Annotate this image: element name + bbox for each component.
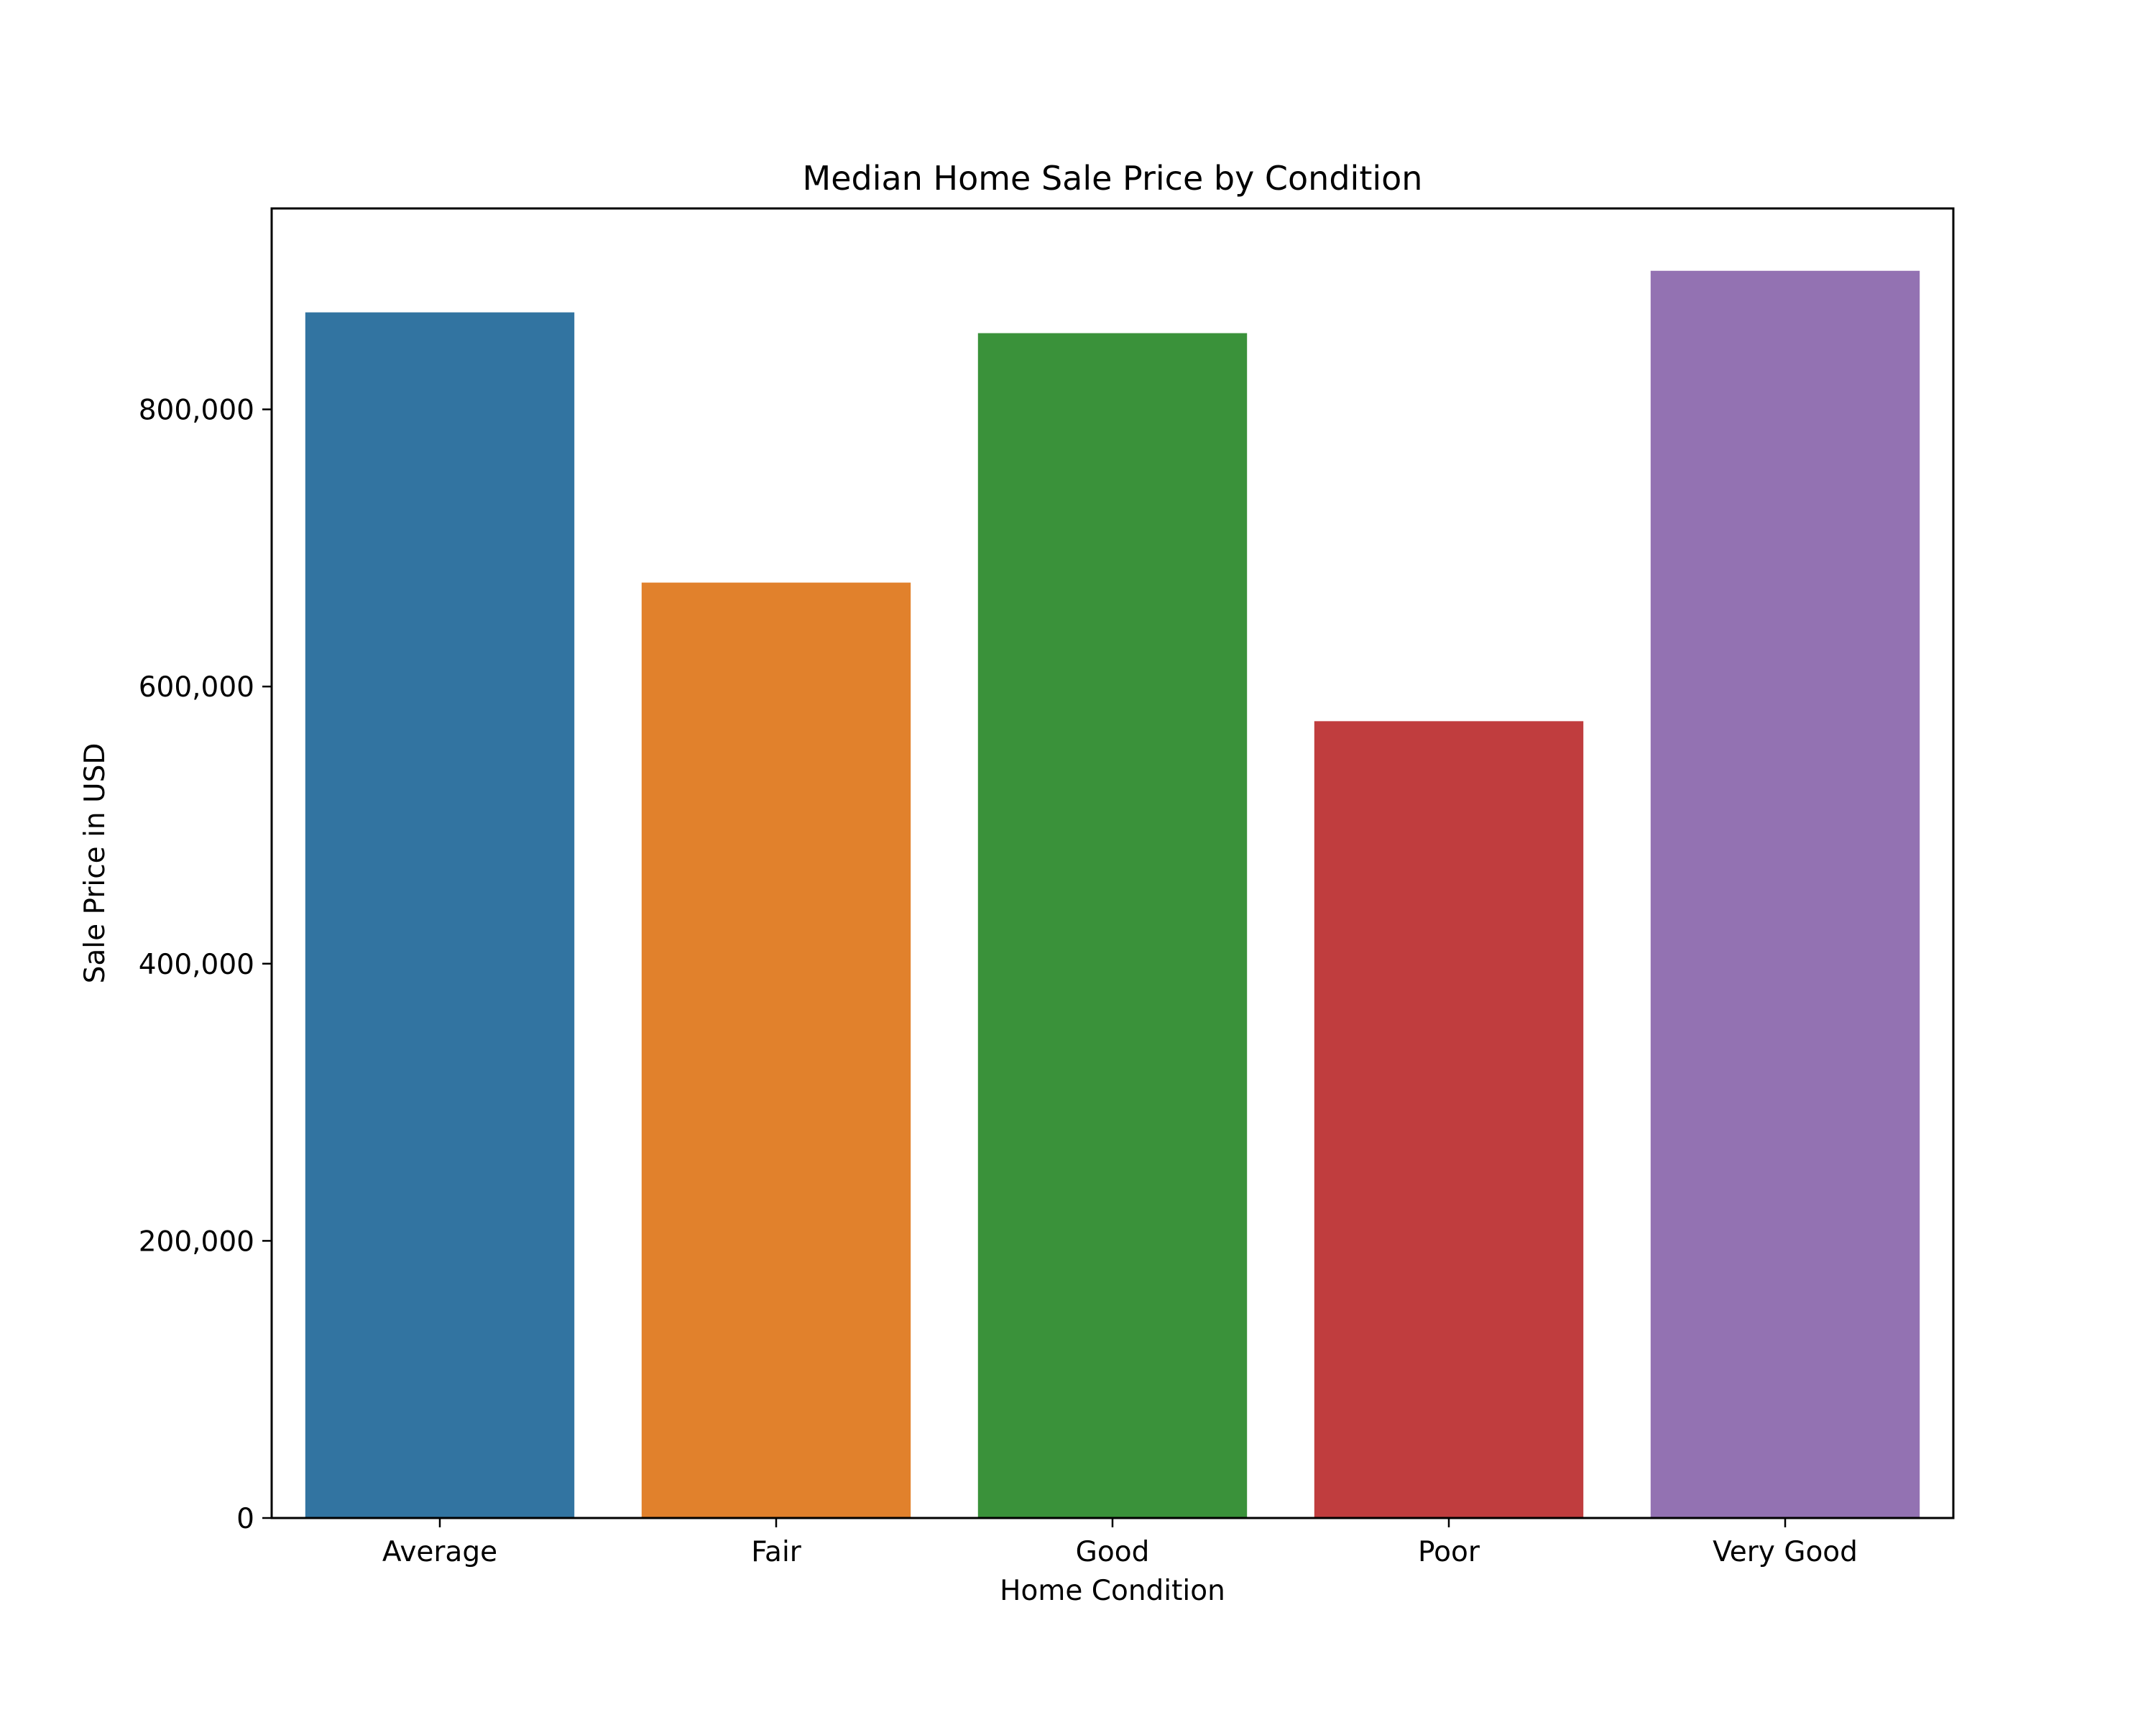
plot-area-frame — [270, 207, 1955, 1519]
chart-title: Median Home Sale Price by Condition — [803, 159, 1423, 198]
y-tick-label: 600,000 — [139, 671, 254, 704]
y-tick-label: 200,000 — [139, 1225, 254, 1258]
y-tick-label: 400,000 — [139, 949, 254, 981]
x-tick-label: Poor — [1418, 1536, 1480, 1568]
x-tick-label: Very Good — [1713, 1536, 1858, 1568]
bars-group — [305, 270, 1920, 1519]
y-tick-label: 800,000 — [139, 395, 254, 427]
x-tick-label: Fair — [751, 1536, 802, 1568]
bar-very-good — [1650, 270, 1920, 1518]
bar-fair — [641, 582, 911, 1518]
x-axis-label: Home Condition — [1000, 1575, 1225, 1607]
bar-poor — [1314, 721, 1584, 1518]
x-axis-ticks: Average Fair Good Poor Very Good — [382, 1518, 1858, 1568]
bar-average — [305, 312, 575, 1519]
bar-good — [977, 333, 1248, 1518]
x-tick-label: Good — [1076, 1536, 1150, 1568]
y-axis-label: Sale Price in USD — [79, 743, 111, 984]
y-axis-ticks: 0 200,000 400,000 600,000 800,000 — [139, 395, 272, 1535]
y-tick-label: 0 — [236, 1503, 254, 1535]
x-tick-label: Average — [382, 1536, 497, 1568]
